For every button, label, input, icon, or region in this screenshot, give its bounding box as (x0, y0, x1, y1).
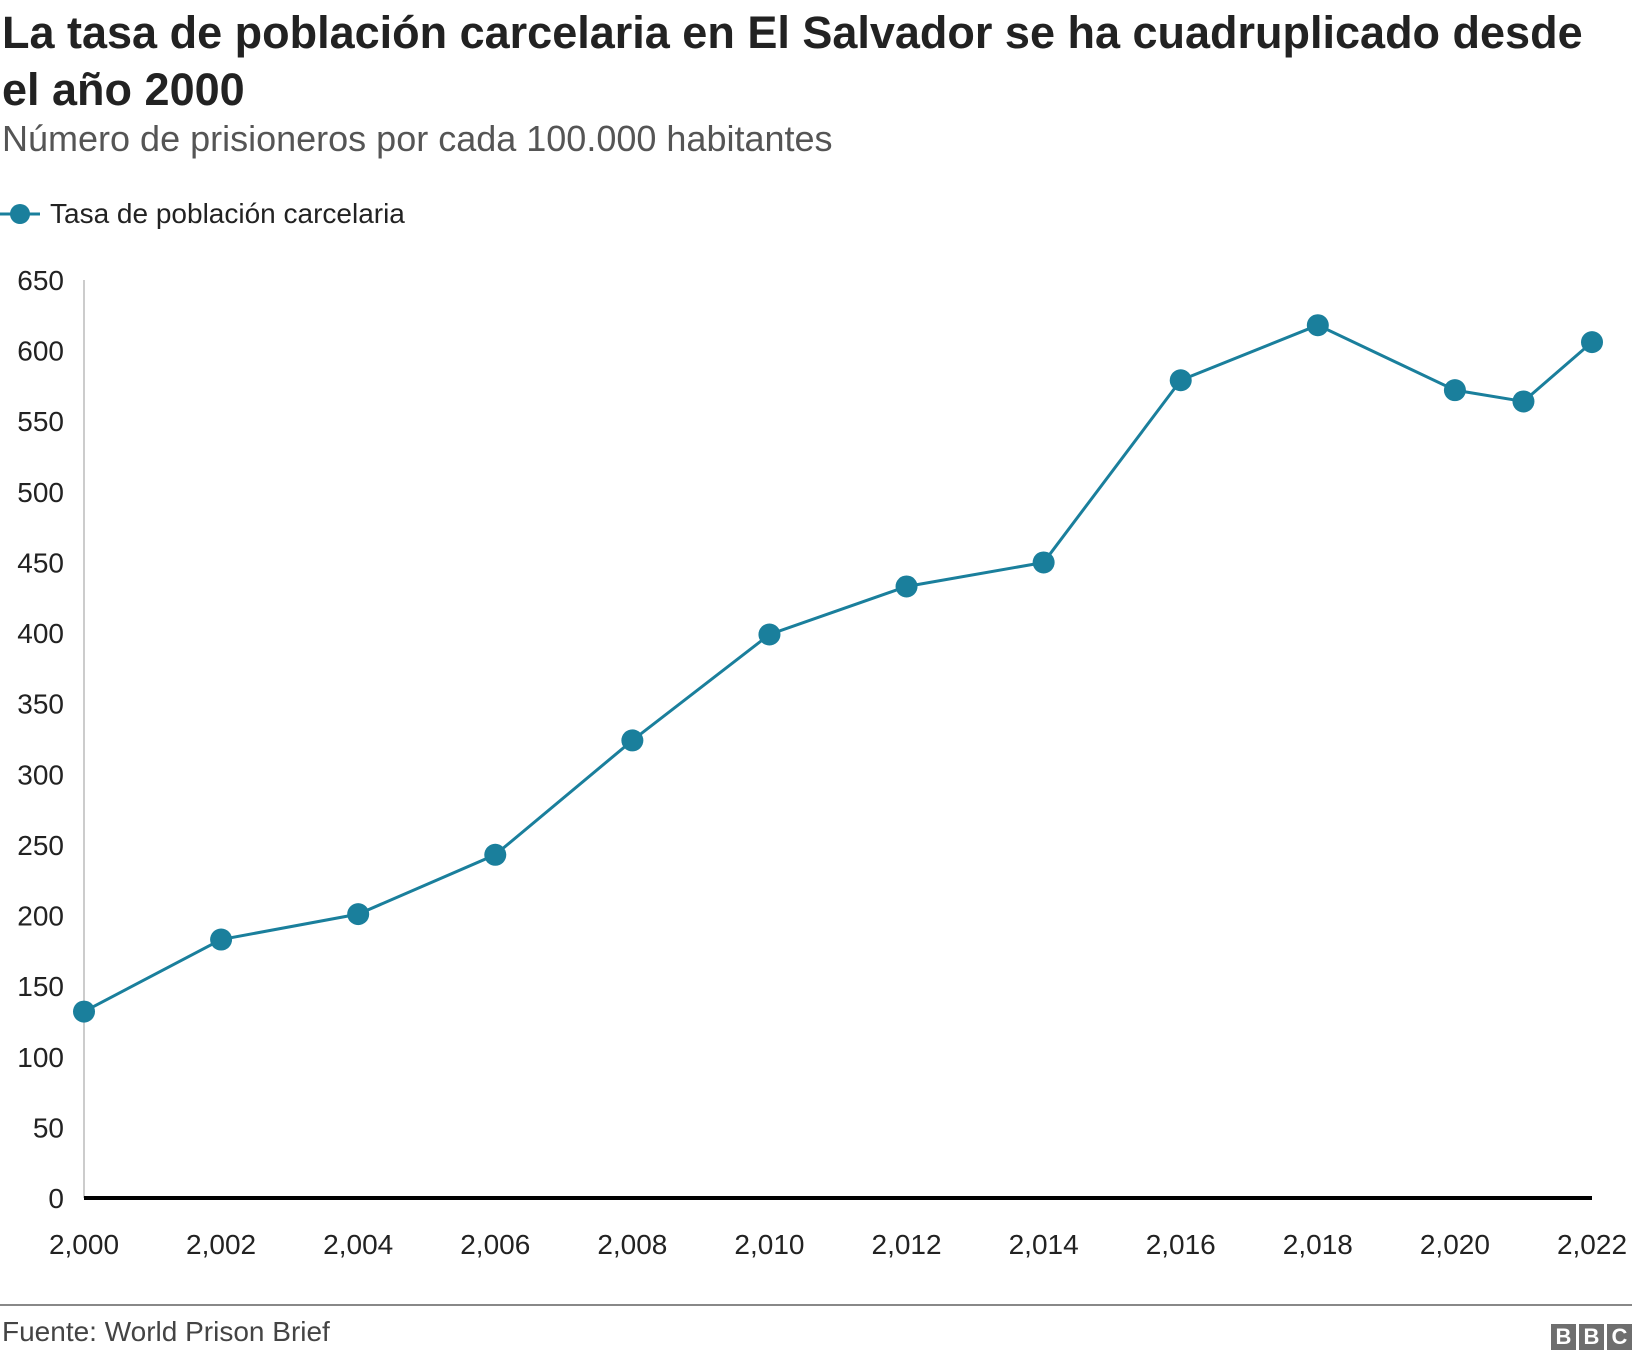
y-tick-label: 350 (17, 689, 64, 720)
data-point (73, 1000, 95, 1023)
y-tick-label: 450 (17, 547, 64, 578)
x-tick-label: 2,006 (460, 1229, 530, 1260)
y-tick-label: 250 (17, 830, 64, 861)
data-point (1512, 390, 1535, 413)
data-point (210, 928, 233, 951)
data-point (895, 575, 918, 598)
y-tick-label: 50 (33, 1112, 64, 1143)
source-note: Fuente: World Prison Brief (2, 1316, 330, 1347)
x-tick-label: 2,012 (872, 1229, 942, 1260)
footer-divider (0, 1304, 1632, 1306)
data-point (621, 729, 644, 752)
x-tick-label: 2,018 (1283, 1229, 1353, 1260)
y-tick-label: 550 (17, 406, 64, 437)
series-line (83, 323, 1593, 1013)
y-tick-label: 0 (48, 1183, 64, 1214)
y-tick-label: 200 (17, 901, 64, 932)
x-tick-label: 2,004 (323, 1229, 393, 1260)
data-point (1443, 379, 1466, 402)
x-tick-label: 2,010 (734, 1229, 804, 1260)
data-point (347, 903, 370, 926)
chart-title: La tasa de población carcelaria en El Sa… (2, 7, 1583, 115)
y-tick-label: 150 (17, 971, 64, 1002)
y-tick-label: 500 (17, 477, 64, 508)
legend-marker-icon (0, 204, 40, 224)
x-tick-label: 2,014 (1009, 1229, 1079, 1260)
x-tick-label: 2,016 (1146, 1229, 1216, 1260)
y-tick-label: 650 (17, 265, 64, 296)
legend-label: Tasa de población carcelaria (50, 198, 405, 229)
legend: Tasa de población carcelaria (0, 194, 405, 234)
data-point (758, 623, 781, 646)
data-point (1032, 551, 1055, 574)
data-point (1306, 314, 1329, 337)
y-tick-label: 100 (17, 1042, 64, 1073)
x-tick-label: 2,002 (186, 1229, 256, 1260)
data-point (1581, 331, 1603, 354)
x-tick-label: 2,020 (1420, 1229, 1490, 1260)
x-tick-label: 2,008 (597, 1229, 667, 1260)
data-point (484, 843, 507, 866)
x-tick-label: 2,022 (1557, 1229, 1627, 1260)
chart-subtitle: Número de prisioneros por cada 100.000 h… (2, 118, 833, 159)
x-tick-label: 2,000 (49, 1229, 119, 1260)
data-point (1169, 369, 1192, 392)
y-tick-label: 300 (17, 759, 64, 790)
y-tick-label: 400 (17, 618, 64, 649)
y-tick-label: 600 (17, 336, 64, 367)
line-chart: 0 50 100 150 200 250 300 350 400 450 500 550 600 650 2… (17, 265, 1627, 1260)
